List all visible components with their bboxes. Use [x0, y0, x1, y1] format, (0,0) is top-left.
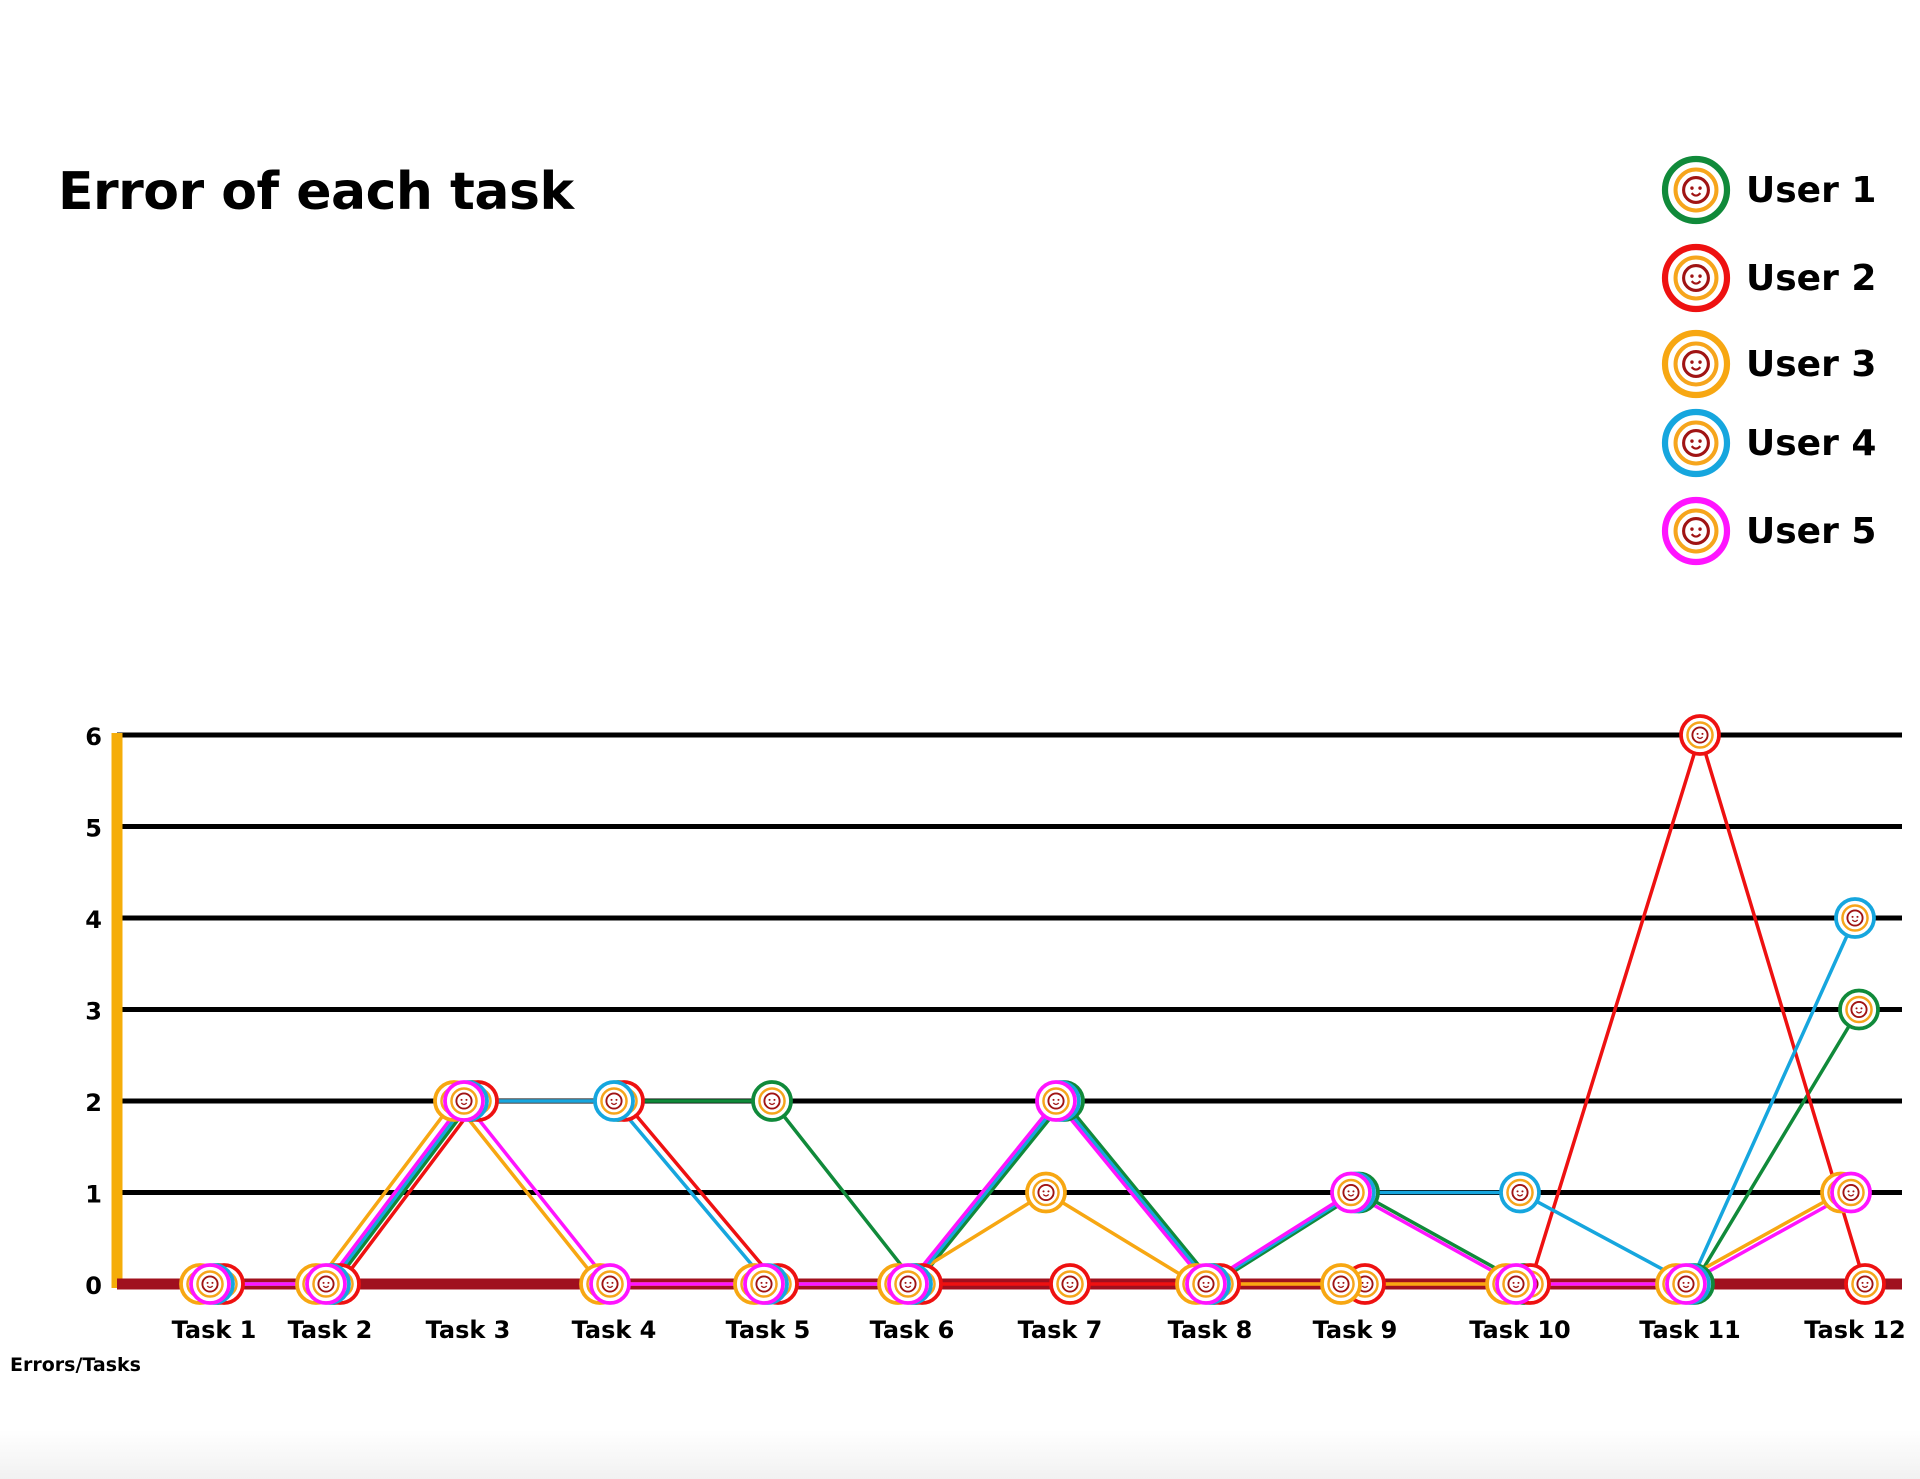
legend-item: User 3: [1660, 328, 1876, 400]
legend-item: User 5: [1660, 495, 1876, 567]
legend-item: User 2: [1660, 242, 1876, 314]
series-line-user-4: [214, 917, 1857, 1286]
data-point: [443, 1080, 485, 1122]
data-point: [305, 1263, 347, 1305]
legend-marker-face: [1661, 243, 1731, 313]
x-tick-label: Task 6: [870, 1316, 955, 1344]
face-emoji-icon: [1661, 329, 1731, 399]
data-point: [1665, 1263, 1707, 1305]
y-tick-label: 3: [85, 998, 102, 1026]
data-point: [593, 1080, 635, 1122]
data-point: [743, 1263, 785, 1305]
y-tick-label: 6: [85, 723, 102, 751]
data-point: [1035, 1080, 1077, 1122]
data-point: [1830, 1171, 1872, 1214]
data-point: [1495, 1263, 1537, 1305]
x-tick-label: Task 8: [1168, 1316, 1253, 1344]
data-point: [1499, 1171, 1541, 1214]
legend-marker-face: [1661, 496, 1731, 566]
chart-title: Error of each task: [58, 162, 574, 222]
data-point: [887, 1263, 929, 1305]
x-tick-label: Task 7: [1018, 1316, 1103, 1344]
face-emoji-icon: [1661, 155, 1731, 225]
data-point: [1844, 1263, 1886, 1305]
legend-label: User 5: [1746, 510, 1877, 552]
x-tick-label: Task 1: [172, 1316, 257, 1344]
y-tick-label: 5: [85, 815, 102, 843]
x-tick-label: Task 12: [1804, 1316, 1905, 1344]
face-emoji-icon: [1661, 496, 1731, 566]
legend-label: User 4: [1746, 422, 1877, 464]
data-point: [751, 1080, 793, 1122]
x-tick-label: Task 5: [726, 1316, 811, 1344]
series-line-user-2: [224, 733, 1867, 1286]
x-tick-label: Task 11: [1639, 1316, 1740, 1344]
face-emoji-icon: [1661, 408, 1731, 478]
data-point: [1320, 1263, 1362, 1305]
x-tick-label: Task 10: [1469, 1316, 1570, 1344]
data-point: [1330, 1171, 1372, 1214]
x-tick-label: Task 4: [572, 1316, 657, 1344]
legend-marker-face: [1661, 329, 1731, 399]
x-tick-label: Task 3: [426, 1316, 511, 1344]
legend-item: User 1: [1660, 154, 1876, 226]
data-point: [1185, 1263, 1227, 1305]
data-point: [1834, 897, 1876, 939]
data-point: [589, 1263, 631, 1305]
data-point: [1049, 1263, 1091, 1305]
data-point: [189, 1263, 231, 1305]
legend-label: User 2: [1746, 257, 1877, 299]
legend-marker-face: [1661, 155, 1731, 225]
legend-label: User 1: [1746, 169, 1877, 211]
data-point: [1679, 714, 1721, 756]
legend-marker-face: [1661, 408, 1731, 478]
y-tick-label: 4: [85, 906, 102, 934]
y-tick-label: 1: [85, 1181, 102, 1209]
x-tick-label: Task 9: [1313, 1316, 1398, 1344]
data-point: [1838, 988, 1880, 1031]
footer-label: Errors/Tasks: [10, 1354, 141, 1376]
data-point: [1025, 1171, 1067, 1214]
y-tick-label: 0: [85, 1272, 102, 1300]
face-emoji-icon: [1661, 243, 1731, 313]
legend-label: User 3: [1746, 343, 1877, 385]
x-tick-label: Task 2: [288, 1316, 373, 1344]
legend-item: User 4: [1660, 407, 1876, 479]
bottom-strip: [0, 1430, 1920, 1479]
y-tick-label: 2: [85, 1089, 102, 1117]
